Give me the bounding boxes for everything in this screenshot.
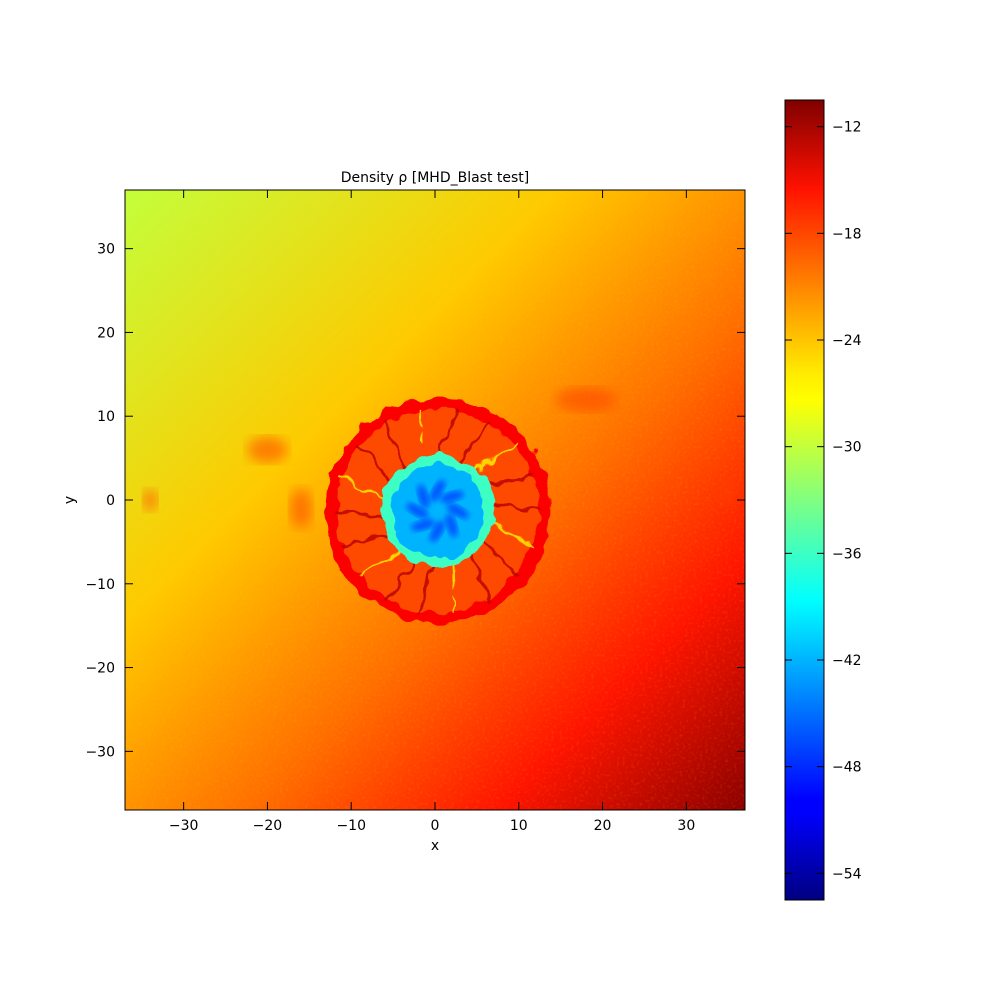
- colorbar-gradient: [784, 99, 825, 901]
- shell-streak: [384, 420, 409, 474]
- x-tick-label: 20: [594, 818, 612, 834]
- x-axis-label: x: [431, 838, 439, 854]
- colorbar-tick-label: −12: [832, 120, 862, 136]
- plume-2: [555, 387, 616, 412]
- shell-streak: [480, 474, 536, 489]
- y-tick-label: 30: [97, 242, 115, 258]
- shell-streak: [418, 408, 423, 465]
- colorbar-tick-label: −30: [832, 440, 862, 456]
- y-tick-label: 20: [97, 325, 115, 341]
- colorbar-tick-label: −36: [832, 546, 862, 562]
- chart-title: Density ρ [MHD_Blast test]: [341, 170, 530, 186]
- shell-streak: [485, 502, 542, 513]
- colorbar: −54 −48 −42 −36 −30 −24 −18 −12: [784, 99, 862, 901]
- shell-streak: [384, 555, 421, 602]
- y-tick-label: −20: [85, 661, 115, 677]
- x-tick-label: −30: [169, 818, 199, 834]
- shell-streak: [454, 420, 491, 467]
- core-filament: [445, 512, 458, 538]
- x-tick-label: 0: [431, 818, 440, 834]
- colorbar-tick-label: −24: [832, 333, 862, 349]
- shell-streak: [357, 443, 397, 487]
- plume-1: [289, 488, 312, 529]
- plume-3: [143, 489, 158, 511]
- core-filament: [411, 519, 436, 531]
- shell-streak: [466, 548, 491, 602]
- x-tick-label: −10: [336, 818, 366, 834]
- colorbar-tick-label: −48: [832, 760, 862, 776]
- colorbar-tick-label: −42: [832, 653, 862, 669]
- shell-streak: [478, 535, 518, 579]
- shell-streak: [339, 532, 395, 548]
- x-tick-label: −20: [253, 818, 283, 834]
- y-tick-label: 10: [97, 409, 115, 425]
- core-filament: [406, 503, 429, 519]
- shell-streak: [437, 408, 458, 463]
- y-axis-label: y: [62, 496, 78, 504]
- shell-streak: [357, 546, 406, 579]
- x-tick-label: 30: [677, 818, 695, 834]
- y-tick-label: −10: [85, 577, 115, 593]
- x-tick-label: 10: [510, 818, 528, 834]
- blast-core: [391, 464, 484, 558]
- x-axis: −30 −20 −10 0 10 20 30: [169, 190, 695, 834]
- shell-streak: [333, 509, 390, 520]
- shell-streak: [485, 519, 536, 548]
- shell-streak: [418, 559, 438, 614]
- core-filament: [439, 490, 464, 503]
- heatmap-image: [125, 190, 745, 810]
- shell-streak: [469, 443, 518, 476]
- colorbar-tick-label: −54: [832, 866, 862, 882]
- core-filament: [429, 519, 446, 543]
- core-filament: [446, 503, 469, 519]
- shell-streak: [452, 557, 457, 613]
- core-filament: [417, 484, 430, 509]
- y-axis: −30 −20 −10 0 10 20 30: [85, 242, 745, 760]
- plume-0: [247, 436, 288, 463]
- y-tick-label: 0: [106, 493, 115, 509]
- plume-4: [720, 476, 737, 507]
- shell-streak: [339, 474, 390, 503]
- core-filament: [429, 479, 446, 502]
- y-tick-label: −30: [85, 744, 115, 760]
- colorbar-tick-label: −18: [832, 226, 862, 242]
